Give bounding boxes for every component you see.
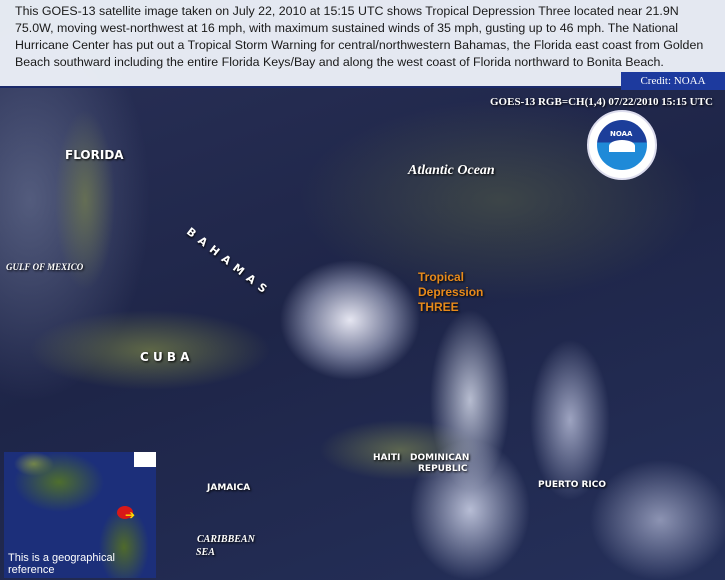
label-florida: FLORIDA xyxy=(65,148,124,162)
storm-marker xyxy=(117,506,133,519)
credit-label: Credit: NOAA xyxy=(621,72,725,90)
label-gulf: GULF OF MEXICO xyxy=(6,262,84,272)
label-atlantic: Atlantic Ocean xyxy=(408,163,495,178)
label-sea: SEA xyxy=(196,547,215,558)
image-header: GOES-13 RGB=CH(1,4) 07/22/2010 15:15 UTC xyxy=(490,96,713,108)
storm-label-line: Depression xyxy=(418,285,484,299)
label-cuba: C U B A xyxy=(140,350,190,364)
storm-label: Tropical Depression THREE xyxy=(418,270,483,315)
logo-text: NOAA xyxy=(610,130,633,138)
label-caribbean: CARIBBEAN xyxy=(197,534,255,545)
label-dominican: DOMINICAN xyxy=(410,453,470,463)
reference-map-inset: ➔ This is a geographical reference xyxy=(4,452,156,578)
inset-caption: This is a geographical reference xyxy=(8,552,116,576)
label-puerto-rico: PUERTO RICO xyxy=(538,480,607,490)
label-jamaica: JAMAICA xyxy=(207,483,251,493)
caption-text: This GOES-13 satellite image taken on Ju… xyxy=(15,4,704,69)
arrow-icon: ➔ xyxy=(125,508,136,522)
storm-label-line: Tropical xyxy=(418,270,465,284)
storm-label-line: THREE xyxy=(418,300,459,314)
caption-box: This GOES-13 satellite image taken on Ju… xyxy=(0,0,725,88)
noaa-logo: NOAA xyxy=(587,110,657,180)
label-republic: REPUBLIC xyxy=(418,464,468,474)
label-haiti: HAITI xyxy=(373,453,401,463)
